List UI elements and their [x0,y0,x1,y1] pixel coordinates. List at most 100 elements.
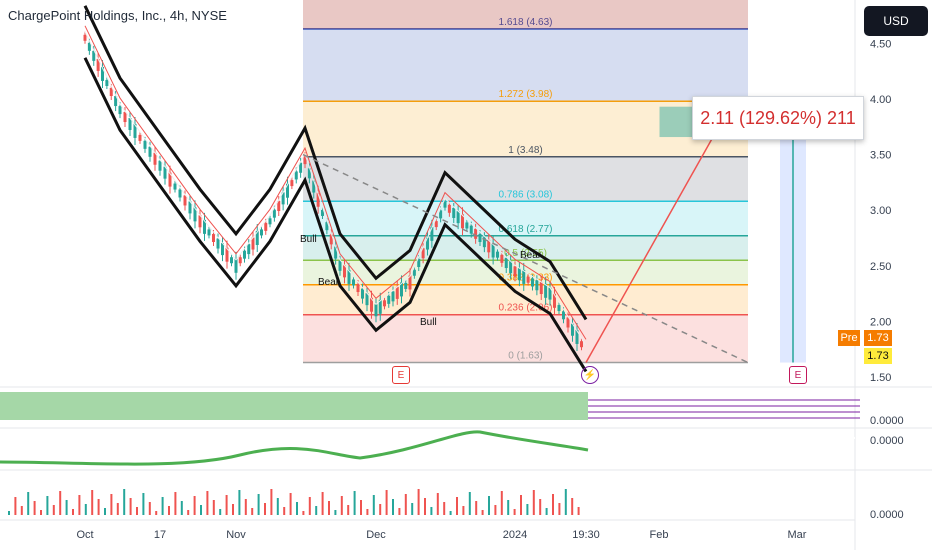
time-axis[interactable]: Oct 17 Nov Dec 2024 19:30 Feb Mar [76,529,806,541]
candle-body [378,299,382,314]
candle-body [163,166,167,179]
candle-body [391,291,395,302]
candle-body [114,96,118,107]
candle-body [553,293,556,308]
fib-band-0 [303,28,748,102]
fib-level-label-5: 0.5 (2.55) [504,248,547,259]
price-axis[interactable]: 4.50 4.00 3.50 3.00 2.50 2.00 1.50 [870,38,891,384]
volume-bar [577,507,580,515]
candle-body [434,221,438,228]
fibonacci-extension[interactable]: 1.618 (4.63) 1.272 (3.98) 1 (3.48) 0.786 (3… [303,0,748,364]
volume-bar [334,510,337,515]
candle-body [203,219,206,234]
candle-body [374,304,378,317]
dividend-marker-lightning[interactable]: ⚡ [581,366,599,384]
candle-body [580,341,583,348]
candle-body [303,156,307,165]
volume-bar [148,502,151,515]
candle-body [281,192,285,205]
currency-button[interactable]: USD [864,6,928,36]
volume-bar [33,501,36,515]
moving-averages: Bull Bear Bull Bear [83,5,588,373]
candle-body [383,300,386,307]
earnings-marker-2[interactable]: E [789,366,807,384]
fib-level-label-6: 0.382 (2.33) [499,273,553,284]
ma-upper-band [83,5,588,321]
candle-body [247,244,251,255]
candle-body [526,276,530,283]
candle-body [238,257,242,264]
volume-bar [20,506,23,515]
volume-bar [398,508,401,515]
measure-label[interactable]: 2.11 (129.62%) 211 [692,96,864,140]
candle-body [513,266,517,277]
x-tick-label-5: 19:30 [572,529,600,541]
candle-body [83,34,87,41]
volume-bar [136,507,138,515]
candle-body [101,66,104,81]
candle-body [230,257,233,264]
volume-bar [142,493,145,515]
volume-bar [104,508,106,515]
volume-bar [507,500,510,515]
candle-body [212,233,215,242]
candle-body [566,317,570,328]
candle-body [92,50,96,61]
volume-bar [494,505,497,515]
volume-bar [468,492,471,515]
volume-bar [328,501,330,515]
candle-body [356,284,360,293]
candle-body [286,183,289,198]
volume-bar [116,503,119,515]
candle-body [395,286,399,299]
volume-bar [379,504,382,515]
candle-body [361,288,364,299]
volume-bar [564,489,567,515]
volume-bar [417,489,420,515]
volume-bar [315,506,318,515]
volume-bar [520,495,522,515]
candle-body [183,195,187,206]
volume-bar [321,492,324,515]
candle-body [447,204,451,213]
candle-body [478,233,482,242]
volume-bar [558,503,561,515]
candle-body [243,250,246,259]
fib-level-label-4: 0.618 (2.77) [499,224,553,235]
volume-bar [545,508,548,515]
volume-bar [232,504,234,515]
volume-bar [296,502,298,515]
volume-bar [174,492,177,515]
volume-bar [392,499,394,515]
candle-body [522,269,526,284]
indicator-1-bars [0,392,588,420]
candle-body [138,134,142,141]
candle-body [504,258,508,269]
pane-2-signal [0,430,589,466]
fib-level-label-1: 1.272 (3.98) [499,89,553,100]
volume-bar [155,511,158,515]
volume-bar [161,497,164,515]
volume-bar [456,497,458,515]
candle-body [272,209,276,218]
volume-bar [27,492,30,515]
projection-path[interactable] [302,106,811,364]
candle-body [465,222,469,229]
volume-bar [251,508,254,515]
candle-body [312,180,316,193]
x-tick-label-4: 2024 [503,529,527,541]
candle-body [334,246,338,259]
volume-bar [353,491,356,515]
candle-body [400,282,403,297]
earnings-marker-1[interactable]: E [392,366,410,384]
candle-body [268,218,272,225]
candle-body [173,183,177,190]
candle-body [96,58,100,71]
indicator-pane-2: 0.0000 [0,430,904,466]
candle-body [316,192,320,207]
volume-bar [270,489,273,515]
volume-bar [193,496,196,515]
volume-value: 0.0000 [870,509,904,521]
candle-body [290,180,294,187]
